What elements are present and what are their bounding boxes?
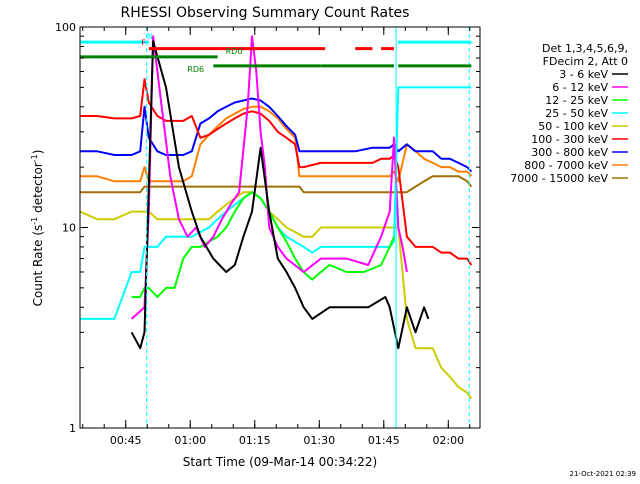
y-axis-label-main: Count Rate (s — [31, 225, 45, 307]
series-line-8 — [80, 175, 473, 194]
axes: 00:45 01:00 01:15 01:30 01:45 02:00 1 10 100 — [55, 21, 480, 447]
legend-entry-label-1: 6 - 12 keV — [552, 81, 608, 94]
y-axis-label-exp2: -1 — [30, 154, 39, 162]
series-line-3 — [80, 86, 472, 320]
legend-header-1: FDecim 2, Att 0 — [543, 55, 628, 68]
series-line-1 — [130, 35, 408, 320]
series-line-6 — [80, 97, 473, 173]
legend-entry-label-0: 3 - 6 keV — [559, 68, 608, 81]
legend-entry-label-3: 25 - 50 keV — [545, 107, 608, 120]
legend-header-0: Det 1,3,4,5,6,9, — [542, 42, 628, 55]
plot-clip-group — [80, 27, 473, 428]
legend-entry-label-2: 12 - 25 keV — [545, 94, 608, 107]
legend-entry-label-4: 50 - 100 keV — [538, 120, 608, 133]
y-tick-label-2: 100 — [55, 21, 76, 34]
x-tick-label-4: 01:45 — [368, 434, 400, 447]
x-tick-label-2: 01:15 — [239, 434, 271, 447]
x-tick-label-5: 02:00 — [432, 434, 464, 447]
series-line-7 — [80, 105, 473, 183]
y-axis-label-end: ) — [31, 150, 45, 155]
x-axis-label: Start Time (09-Mar-14 00:34:22) — [183, 455, 377, 469]
y-axis-label-exp1: -1 — [30, 217, 39, 225]
x-tick-label-0: 00:45 — [110, 434, 142, 447]
series-line-5 — [80, 78, 473, 266]
flag-label-0: N — [147, 32, 153, 41]
legend: Det 1,3,4,5,6,9,FDecim 2, Att 03 - 6 keV… — [510, 42, 628, 185]
y-tick-label-0: 1 — [69, 422, 76, 435]
x-tick-label-1: 01:00 — [174, 434, 206, 447]
y-axis-label-mid: detector — [31, 162, 45, 217]
legend-entry-label-5: 100 - 300 keV — [531, 133, 608, 146]
legend-entry-label-6: 300 - 800 keV — [531, 146, 608, 159]
timestamp: 21-Oct-2021 02:39 — [570, 470, 636, 478]
plot-area: NF RD0 RD6 — [80, 27, 473, 428]
series-line-4 — [80, 191, 473, 400]
series-line-2 — [131, 191, 395, 298]
y-tick-label-1: 10 — [62, 222, 76, 235]
flag-label-1: F — [141, 39, 146, 48]
legend-entry-label-7: 800 - 7000 keV — [524, 159, 608, 172]
y-axis-label: Count Rate (s-1 detector-1) — [30, 150, 45, 307]
flag-label-2: RD0 — [226, 47, 243, 56]
legend-entry-label-8: 7000 - 15000 keV — [510, 172, 608, 185]
chart-title: RHESSI Observing Summary Count Rates — [121, 5, 410, 21]
flag-label-3: RD6 — [187, 65, 204, 74]
series-line-0 — [130, 40, 430, 350]
x-tick-label-3: 01:30 — [303, 434, 335, 447]
